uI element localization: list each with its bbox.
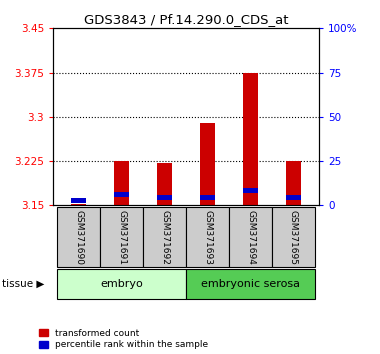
Bar [57,207,100,267]
Text: GSM371695: GSM371695 [289,210,298,265]
Text: GSM371690: GSM371690 [74,210,84,265]
Bar [186,207,229,267]
Bar [114,192,129,197]
Text: embryo: embryo [100,279,143,289]
Text: GSM371694: GSM371694 [246,210,255,265]
Bar [71,204,87,205]
Bar [200,123,215,205]
Bar [229,207,272,267]
Bar [186,269,315,299]
Bar [100,207,143,267]
Text: GSM371693: GSM371693 [203,210,212,265]
Bar [157,163,172,205]
Bar [143,207,186,267]
Bar [71,198,87,203]
Bar [286,161,301,205]
Bar [286,195,301,200]
Bar [243,188,258,193]
Title: GDS3843 / Pf.14.290.0_CDS_at: GDS3843 / Pf.14.290.0_CDS_at [84,13,288,26]
Bar [272,207,315,267]
Legend: transformed count, percentile rank within the sample: transformed count, percentile rank withi… [39,329,208,349]
Text: tissue ▶: tissue ▶ [2,279,44,289]
Bar [200,195,215,200]
Bar [157,195,172,200]
Text: GSM371691: GSM371691 [117,210,126,265]
Bar [57,269,186,299]
Text: embryonic serosa: embryonic serosa [201,279,300,289]
Bar [114,161,129,205]
Text: GSM371692: GSM371692 [160,210,169,265]
Bar [243,73,258,205]
